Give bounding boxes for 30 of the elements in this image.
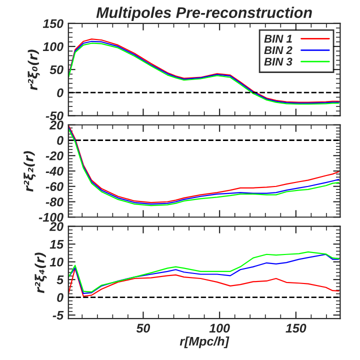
y-tick-label: 0 [57, 88, 64, 98]
y-tick-label: -5 [52, 310, 64, 320]
legend-label: BIN 3 [264, 58, 292, 66]
y-axis-title: r²ξ₀(r) [28, 50, 40, 90]
y-tick-label: 5 [56, 276, 64, 284]
y-tick-label: 15 [50, 240, 64, 249]
y-axis-title: r²ξ₂(r) [24, 151, 36, 192]
line-series [68, 268, 340, 297]
y-tick-label: 150 [42, 19, 64, 28]
y-tick-label: -40 [46, 166, 64, 176]
chart-title: Multipoles Pre-reconstruction [96, 6, 312, 22]
y-tick-label: 100 [42, 42, 64, 52]
y-axis-title: r²ξ₄(r) [34, 252, 47, 294]
y-tick-label: 20 [49, 120, 64, 130]
y-tick-label: 50 [50, 65, 64, 74]
y-tick-label: 10 [50, 258, 64, 266]
y-tick-label: 0 [57, 136, 64, 145]
y-tick-label: -80 [46, 198, 64, 206]
y-tick-label: 0 [57, 293, 64, 302]
x-axis-title: r[Mpc/h] [180, 336, 230, 348]
y-tick-label: -50 [46, 111, 64, 120]
y-tick-label: -60 [46, 182, 64, 192]
x-tick-label: 50 [136, 324, 150, 333]
x-tick-label: 100 [209, 324, 230, 333]
x-tick-label: 150 [286, 324, 306, 333]
y-tick-label: 20 [49, 222, 64, 231]
y-tick-label: -20 [46, 151, 64, 160]
y-tick-label: -100 [38, 212, 64, 222]
legend-label: BIN 1 [264, 34, 292, 43]
legend-label: BIN 2 [264, 46, 292, 54]
